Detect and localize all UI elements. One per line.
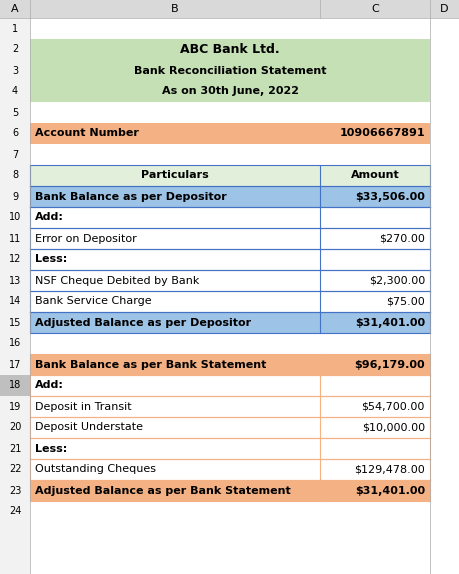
- Bar: [30, 81, 430, 102]
- Text: $2,300.00: $2,300.00: [369, 276, 425, 285]
- Text: 5: 5: [12, 107, 18, 118]
- Bar: [30, 39, 430, 60]
- Text: Less:: Less:: [35, 444, 67, 453]
- Bar: [0, 18, 30, 574]
- Bar: [30, 123, 430, 144]
- Text: Add:: Add:: [35, 212, 64, 223]
- Text: 7: 7: [12, 149, 18, 160]
- Text: $10,000.00: $10,000.00: [362, 422, 425, 432]
- Text: 12: 12: [9, 254, 21, 265]
- Text: Bank Balance as per Bank Statement: Bank Balance as per Bank Statement: [35, 359, 266, 370]
- Text: Account Number: Account Number: [35, 129, 139, 138]
- Text: Particulars: Particulars: [141, 170, 209, 180]
- Text: 2: 2: [12, 45, 18, 55]
- Text: Amount: Amount: [351, 170, 399, 180]
- Text: 21: 21: [9, 444, 21, 453]
- Text: $270.00: $270.00: [379, 234, 425, 243]
- Bar: [30, 165, 430, 186]
- Bar: [0, 0, 459, 18]
- Text: Add:: Add:: [35, 381, 64, 390]
- Text: Adjusted Balance as per Bank Statement: Adjusted Balance as per Bank Statement: [35, 486, 291, 495]
- Text: 10: 10: [9, 212, 21, 223]
- Text: 19: 19: [9, 401, 21, 412]
- Text: 22: 22: [9, 464, 21, 475]
- Bar: [0, 375, 30, 396]
- Text: 6: 6: [12, 129, 18, 138]
- Text: Bank Balance as per Depositor: Bank Balance as per Depositor: [35, 192, 227, 201]
- Text: 14: 14: [9, 297, 21, 307]
- Text: Adjusted Balance as per Depositor: Adjusted Balance as per Depositor: [35, 317, 251, 328]
- Text: $33,506.00: $33,506.00: [355, 192, 425, 201]
- Text: 1: 1: [12, 24, 18, 33]
- Text: D: D: [440, 4, 449, 14]
- Text: Bank Reconciliation Statement: Bank Reconciliation Statement: [134, 65, 326, 76]
- Text: As on 30th June, 2022: As on 30th June, 2022: [162, 87, 298, 96]
- Text: 11: 11: [9, 234, 21, 243]
- Text: $54,700.00: $54,700.00: [362, 401, 425, 412]
- Text: B: B: [171, 4, 179, 14]
- Text: $75.00: $75.00: [386, 297, 425, 307]
- Text: 9: 9: [12, 192, 18, 201]
- Text: 24: 24: [9, 506, 21, 517]
- Text: $31,401.00: $31,401.00: [355, 486, 425, 495]
- Text: 8: 8: [12, 170, 18, 180]
- Text: $31,401.00: $31,401.00: [355, 317, 425, 328]
- Text: Outstanding Cheques: Outstanding Cheques: [35, 464, 156, 475]
- Text: 13: 13: [9, 276, 21, 285]
- Text: $129,478.00: $129,478.00: [354, 464, 425, 475]
- Text: C: C: [371, 4, 379, 14]
- Text: 3: 3: [12, 65, 18, 76]
- Text: 16: 16: [9, 339, 21, 348]
- Text: Less:: Less:: [35, 254, 67, 265]
- Text: Deposit in Transit: Deposit in Transit: [35, 401, 132, 412]
- Bar: [30, 186, 430, 207]
- Bar: [30, 312, 430, 333]
- Text: $96,179.00: $96,179.00: [354, 359, 425, 370]
- Text: 18: 18: [9, 381, 21, 390]
- Text: 10906667891: 10906667891: [339, 129, 425, 138]
- Text: NSF Cheque Debited by Bank: NSF Cheque Debited by Bank: [35, 276, 199, 285]
- Text: 17: 17: [9, 359, 21, 370]
- Bar: [30, 354, 430, 375]
- Text: 4: 4: [12, 87, 18, 96]
- Text: A: A: [11, 4, 19, 14]
- Text: 23: 23: [9, 486, 21, 495]
- Text: Deposit Understate: Deposit Understate: [35, 422, 143, 432]
- Text: Error on Depositor: Error on Depositor: [35, 234, 137, 243]
- Bar: [30, 60, 430, 81]
- Bar: [30, 480, 430, 501]
- Text: Bank Service Charge: Bank Service Charge: [35, 297, 151, 307]
- Text: ABC Bank Ltd.: ABC Bank Ltd.: [180, 43, 280, 56]
- Text: 20: 20: [9, 422, 21, 432]
- Text: 15: 15: [9, 317, 21, 328]
